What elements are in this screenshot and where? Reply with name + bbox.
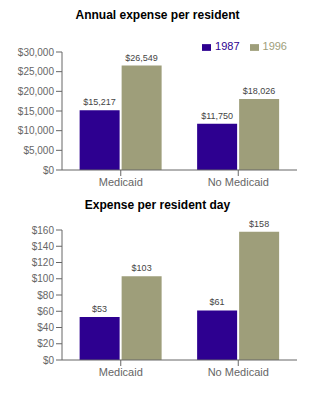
svg-text:$158: $158 <box>249 219 269 229</box>
svg-text:$60: $60 <box>37 306 54 317</box>
svg-text:$40: $40 <box>37 322 54 333</box>
svg-text:$80: $80 <box>37 290 54 301</box>
svg-text:No Medicaid: No Medicaid <box>208 366 269 378</box>
svg-text:$61: $61 <box>210 297 225 307</box>
svg-text:$140: $140 <box>32 241 55 252</box>
svg-text:$160: $160 <box>32 225 55 236</box>
svg-text:$20: $20 <box>37 338 54 349</box>
html-text:1996: 1996 <box>262 40 287 52</box>
svg-text:$0: $0 <box>43 355 55 366</box>
svg-text:No Medicaid: No Medicaid <box>208 176 269 188</box>
svg-text:$120: $120 <box>32 257 55 268</box>
svg-text:$53: $53 <box>92 304 107 314</box>
svg-text:$103: $103 <box>132 263 152 273</box>
svg-text:$11,750: $11,750 <box>201 111 233 121</box>
svg-text:Medicaid: Medicaid <box>99 366 143 378</box>
svg-text:$18,026: $18,026 <box>243 86 276 96</box>
html-text:Expense per resident day: Expense per resident day <box>84 198 231 212</box>
svg-text:Medicaid: Medicaid <box>99 176 143 188</box>
svg-text:$5,000: $5,000 <box>23 145 54 156</box>
svg-text:$100: $100 <box>32 273 55 284</box>
svg-text:$15,000: $15,000 <box>18 106 55 117</box>
svg-text:$10,000: $10,000 <box>18 125 55 136</box>
html-text:1987: 1987 <box>215 40 240 52</box>
svg-text:$26,549: $26,549 <box>125 53 158 63</box>
svg-text:$0: $0 <box>43 165 55 176</box>
html-text:Annual expense per resident: Annual expense per resident <box>75 8 240 22</box>
svg-text:$15,217: $15,217 <box>83 97 116 107</box>
svg-text:$25,000: $25,000 <box>18 66 55 77</box>
svg-text:$30,000: $30,000 <box>18 47 55 58</box>
svg-text:$20,000: $20,000 <box>18 86 55 97</box>
